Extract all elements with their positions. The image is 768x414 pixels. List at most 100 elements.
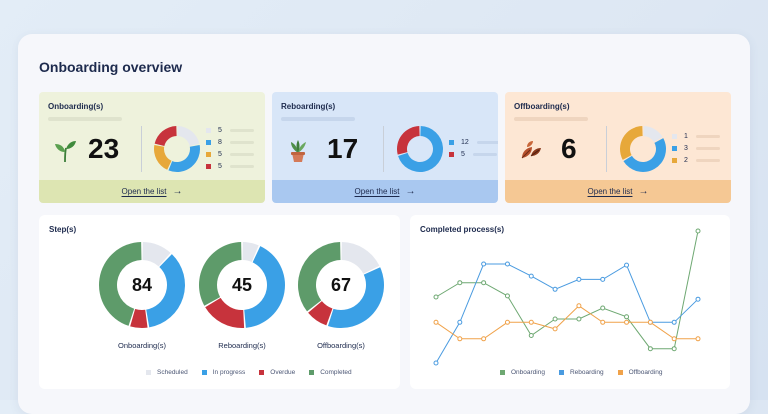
open-list-link[interactable]: Open the list: [354, 187, 400, 196]
data-point-reboarding[interactable]: [624, 262, 630, 268]
donut-chart: [298, 242, 384, 328]
data-point-reboarding[interactable]: [600, 276, 606, 282]
offboarding-donut-segment-0: [643, 126, 663, 143]
data-point-offboarding[interactable]: [504, 319, 510, 325]
legend-swatch: [558, 370, 564, 375]
data-point-onboarding[interactable]: [647, 346, 653, 352]
card-body: Offboarding(s) 6 1 3 2: [505, 92, 731, 180]
data-point-offboarding[interactable]: [695, 336, 701, 342]
reboarding-donut-segment-0: [398, 126, 443, 172]
legend-swatch: [449, 151, 454, 157]
card-footer: Open the list →: [39, 180, 265, 203]
data-point-onboarding[interactable]: [624, 314, 630, 320]
data-point-offboarding[interactable]: [433, 319, 439, 325]
legend-value: 5: [218, 150, 222, 158]
data-point-reboarding[interactable]: [528, 273, 534, 279]
open-list-link[interactable]: Open the list: [121, 187, 167, 196]
card-title: Onboarding(s): [48, 102, 104, 111]
onboarding-donut-segment-0: [177, 126, 200, 146]
section-title: Step(s): [49, 225, 77, 234]
legend-swatch: [146, 370, 151, 375]
offboarding-donut-segment-1: [623, 138, 666, 173]
legend-value: 5: [461, 150, 465, 158]
arrow-right-icon[interactable]: →: [638, 186, 649, 197]
card-legend-row: 2: [672, 156, 720, 164]
open-list-link[interactable]: Open the list: [587, 187, 633, 196]
card-legend-row: 5: [206, 126, 254, 134]
legend-value: 5: [218, 126, 222, 134]
offboarding-mini-donut: [620, 126, 666, 173]
reboarding-card: Reboarding(s) 17 12 5 Open the list →: [272, 92, 498, 203]
card-footer: Open the list →: [505, 180, 731, 203]
series-line-onboarding: [435, 230, 699, 350]
legend-swatch: [206, 139, 211, 145]
data-point-onboarding[interactable]: [433, 294, 439, 300]
offboarding-donut-segment-2: [620, 126, 643, 160]
reboarding-steps-donut: 45: [198, 241, 286, 329]
card-subtitle-placeholder: [281, 117, 355, 121]
data-point-onboarding[interactable]: [457, 280, 463, 286]
data-point-offboarding[interactable]: [624, 319, 630, 325]
legend-swatch: [206, 163, 211, 169]
data-point-offboarding[interactable]: [481, 336, 487, 342]
legend-item-completed: Completed: [309, 369, 352, 376]
legend-value: 3: [684, 144, 688, 152]
offboarding-count: 6: [561, 133, 577, 164]
steps-donut-2-segment-2: [308, 301, 333, 326]
legend-item-in-progress: In progress: [201, 369, 246, 376]
onboarding-donut-segment-1: [168, 144, 200, 172]
donut-label: Reboarding(s): [218, 341, 266, 350]
series-line-offboarding: [435, 305, 698, 340]
data-point-offboarding[interactable]: [576, 303, 582, 309]
steps-donut-0-segment-3: [99, 242, 142, 326]
data-point-reboarding[interactable]: [481, 261, 487, 267]
legend-swatch: [672, 157, 677, 163]
arrow-right-icon[interactable]: →: [405, 186, 416, 197]
data-point-onboarding[interactable]: [695, 228, 701, 234]
legend-value: 8: [218, 138, 222, 146]
legend-item-onboarding: Onboarding: [500, 369, 545, 376]
onboarding-card: Onboarding(s) 23 5 8 5 5 Open the list →: [39, 92, 265, 203]
arrow-right-icon[interactable]: →: [172, 186, 183, 197]
sprout-icon: [55, 141, 76, 163]
data-point-onboarding[interactable]: [671, 346, 677, 352]
data-point-onboarding[interactable]: [504, 293, 510, 299]
card-footer: Open the list →: [272, 180, 498, 203]
legend-value: 5: [218, 162, 222, 170]
legend-label: Completed: [320, 369, 352, 376]
falling-leaves-icon: [521, 141, 541, 159]
legend-placeholder-bar: [472, 152, 497, 156]
data-point-offboarding[interactable]: [552, 326, 558, 332]
legend-placeholder-bar: [229, 164, 254, 168]
data-point-reboarding[interactable]: [576, 276, 582, 282]
legend-placeholder-bar: [695, 158, 720, 162]
card-body: Reboarding(s) 17 12 5: [272, 92, 498, 180]
legend-swatch: [672, 145, 677, 151]
data-point-offboarding[interactable]: [647, 319, 653, 325]
steps-donut-1-segment-0: [242, 242, 259, 262]
data-point-offboarding[interactable]: [671, 336, 677, 342]
data-point-onboarding[interactable]: [600, 305, 606, 311]
legend-swatch: [309, 370, 315, 375]
data-point-reboarding[interactable]: [457, 319, 463, 325]
card-body: Onboarding(s) 23 5 8 5 5: [39, 92, 265, 180]
steps-donut-1-segment-1: [244, 246, 285, 328]
reboarding-mini-donut: [397, 126, 443, 172]
data-point-onboarding[interactable]: [552, 316, 558, 322]
data-point-onboarding[interactable]: [528, 333, 534, 338]
data-point-reboarding[interactable]: [695, 296, 701, 302]
data-point-onboarding[interactable]: [576, 316, 582, 322]
data-point-reboarding[interactable]: [504, 261, 510, 267]
data-point-offboarding[interactable]: [457, 336, 463, 342]
data-point-reboarding[interactable]: [671, 319, 677, 325]
data-point-onboarding[interactable]: [481, 280, 487, 286]
legend-label: Scheduled: [157, 369, 188, 376]
data-point-reboarding[interactable]: [433, 360, 439, 366]
legend-value: 12: [461, 138, 469, 146]
legend-label: In progress: [212, 369, 246, 376]
data-point-reboarding[interactable]: [552, 286, 558, 292]
completed-process-section: Completed process(s) Onboarding Reboardin…: [410, 215, 730, 389]
data-point-offboarding[interactable]: [600, 319, 606, 325]
data-point-offboarding[interactable]: [528, 319, 534, 325]
